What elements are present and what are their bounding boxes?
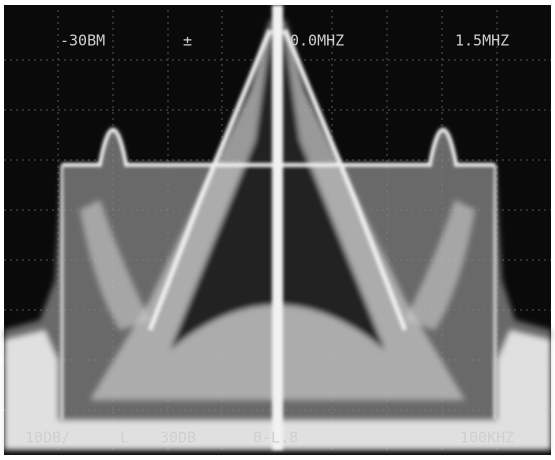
center-frequency: 0.0MHZ [290,32,344,50]
log-mode: L [120,429,129,447]
resolution-bandwidth: 100KHZ [460,429,514,447]
labels: -30BM ± 0.0MHZ 1.5MHZ 10DB/ L 30DB 0-L.8… [25,32,514,447]
marker-symbol: ± [183,32,192,50]
setting: 0-L.8 [253,429,298,447]
spectrum-edges [60,5,497,450]
attenuation: 30DB [160,429,196,447]
ref-level: -30BM [60,32,105,50]
span: 1.5MHZ [455,32,509,50]
scale: 10DB/ [25,429,70,447]
